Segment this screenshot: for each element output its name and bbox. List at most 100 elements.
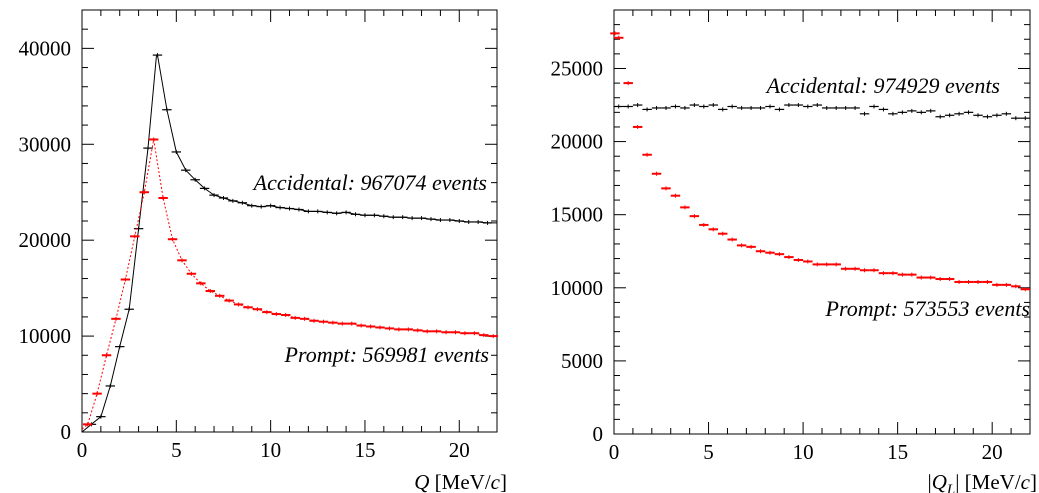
data-point-accidental	[831, 105, 841, 110]
data-point-accidental	[897, 110, 908, 115]
y-tick-label: 15000	[551, 203, 604, 227]
data-point-accidental	[859, 111, 870, 116]
data-point-accidental	[247, 203, 257, 208]
data-point-prompt	[318, 319, 329, 324]
data-point-prompt	[224, 298, 234, 303]
data-point-accidental	[680, 105, 690, 110]
data-point-accidental	[482, 220, 493, 225]
y-tick-label: 10000	[551, 276, 604, 300]
x-tick-label: 20	[982, 440, 1003, 464]
data-point-accidental	[152, 53, 163, 58]
annotation-accidental: Accidental: 974929 events	[765, 73, 1000, 98]
x-tick-label: 15	[887, 440, 908, 464]
data-point-prompt	[944, 277, 955, 282]
data-point-prompt	[1011, 284, 1021, 289]
x-tick-label: 20	[449, 438, 470, 462]
data-point-prompt	[139, 190, 149, 195]
y-tick-label: 20000	[551, 130, 604, 154]
series-accidental	[614, 103, 1030, 121]
data-point-accidental	[133, 226, 144, 231]
y-tick-label: 20000	[19, 228, 72, 252]
x-tick-label: 10	[260, 438, 281, 462]
data-point-prompt	[328, 320, 338, 325]
data-point-prompt	[831, 262, 841, 267]
data-point-prompt	[888, 271, 898, 276]
data-point-prompt	[148, 137, 159, 142]
data-point-accidental	[708, 103, 718, 108]
data-point-prompt	[1020, 287, 1030, 292]
x-tick-label: 5	[703, 440, 714, 464]
y-tick-label: 0	[593, 422, 604, 446]
data-point-accidental	[294, 207, 304, 212]
y-tick-label: 40000	[19, 36, 72, 60]
data-point-accidental	[331, 211, 342, 216]
data-point-prompt	[793, 258, 804, 263]
x-axis-title: |QL| [MeV/c]	[927, 470, 1037, 493]
data-point-prompt	[670, 193, 681, 198]
data-point-prompt	[177, 258, 187, 263]
data-point-accidental	[218, 195, 229, 200]
data-point-accidental	[341, 210, 351, 215]
data-point-prompt	[167, 237, 178, 242]
plot-frame	[81, 9, 498, 433]
data-point-prompt	[252, 307, 263, 312]
data-point-prompt	[1001, 282, 1012, 287]
data-point-prompt	[907, 272, 917, 277]
data-point-accidental	[379, 214, 389, 219]
data-point-prompt	[196, 281, 206, 286]
data-point-prompt	[422, 329, 432, 334]
chart-panel-1: 0 5 10 15 20 0 10000 20000 30000 40000 Q [MeV/c] Ac…	[19, 9, 507, 493]
data-point-accidental	[350, 212, 361, 217]
y-tick-label: 10000	[19, 324, 72, 348]
fit-curve-accidental	[81, 54, 497, 433]
data-point-prompt	[992, 282, 1002, 287]
data-point-accidental	[954, 111, 964, 116]
data-point-accidental	[322, 210, 332, 215]
data-point-accidental	[926, 108, 936, 113]
data-point-accidental	[275, 205, 285, 210]
data-point-accidental	[614, 104, 624, 109]
data-point-accidental	[840, 105, 851, 110]
data-point-prompt	[859, 268, 870, 273]
data-point-prompt	[205, 289, 215, 294]
data-point-accidental	[935, 114, 945, 119]
data-point-accidental	[755, 105, 766, 110]
data-point-prompt	[82, 422, 93, 427]
y-tick-label: 5000	[561, 349, 603, 373]
data-point-prompt	[897, 272, 908, 277]
data-point-prompt	[850, 266, 860, 271]
data-point-prompt	[271, 312, 282, 317]
data-point-prompt	[186, 271, 197, 276]
data-point-accidental	[228, 198, 238, 203]
data-point-accidental	[982, 114, 993, 119]
data-point-accidental	[388, 215, 398, 220]
data-point-accidental	[746, 105, 756, 110]
data-point-accidental	[1011, 116, 1021, 121]
data-point-prompt	[610, 31, 620, 36]
data-point-accidental	[416, 216, 427, 221]
data-point-prompt	[92, 391, 102, 396]
data-point-accidental	[869, 104, 879, 109]
data-point-accidental	[689, 103, 700, 108]
data-point-prompt	[765, 250, 775, 255]
data-point-prompt	[356, 323, 366, 328]
data-point-accidental	[651, 105, 662, 110]
data-point-prompt	[708, 227, 718, 232]
data-point-accidental	[407, 216, 417, 221]
x-tick-label: 10	[793, 440, 814, 464]
data-point-prompt	[431, 329, 442, 334]
data-point-accidental	[463, 219, 474, 224]
data-point-accidental	[435, 218, 446, 223]
data-point-prompt	[755, 249, 766, 254]
data-point-prompt	[632, 124, 643, 129]
data-point-accidental	[209, 193, 219, 198]
data-point-accidental	[313, 209, 323, 214]
data-point-accidental	[256, 204, 266, 209]
y-tick-label: 0	[61, 420, 72, 444]
data-point-accidental	[992, 113, 1002, 118]
data-point-prompt	[479, 333, 489, 338]
data-point-accidental	[623, 104, 633, 109]
data-point-prompt	[916, 275, 926, 280]
data-point-accidental	[190, 177, 200, 182]
